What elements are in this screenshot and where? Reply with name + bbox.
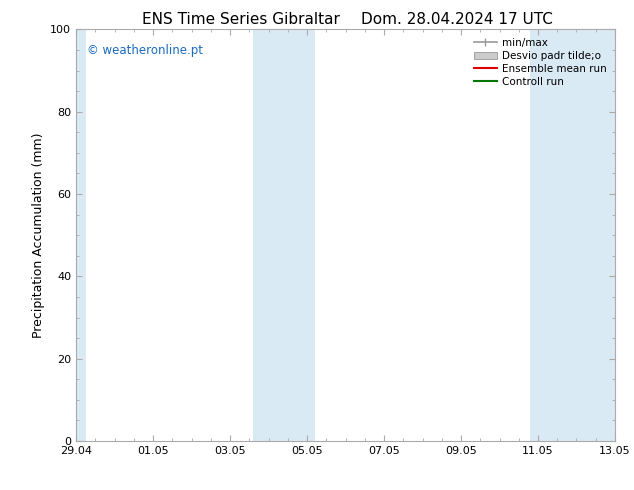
Text: Dom. 28.04.2024 17 UTC: Dom. 28.04.2024 17 UTC [361,12,552,27]
Bar [253,29,314,441]
Text: © weatheronline.pt: © weatheronline.pt [87,44,203,57]
Y-axis label: Precipitation Accumulation (mm): Precipitation Accumulation (mm) [32,132,44,338]
Text: ENS Time Series Gibraltar: ENS Time Series Gibraltar [142,12,340,27]
Bar [530,29,615,441]
Bar [76,29,86,441]
Legend: min/max, Desvio padr tilde;o, Ensemble mean run, Controll run: min/max, Desvio padr tilde;o, Ensemble m… [470,35,610,90]
